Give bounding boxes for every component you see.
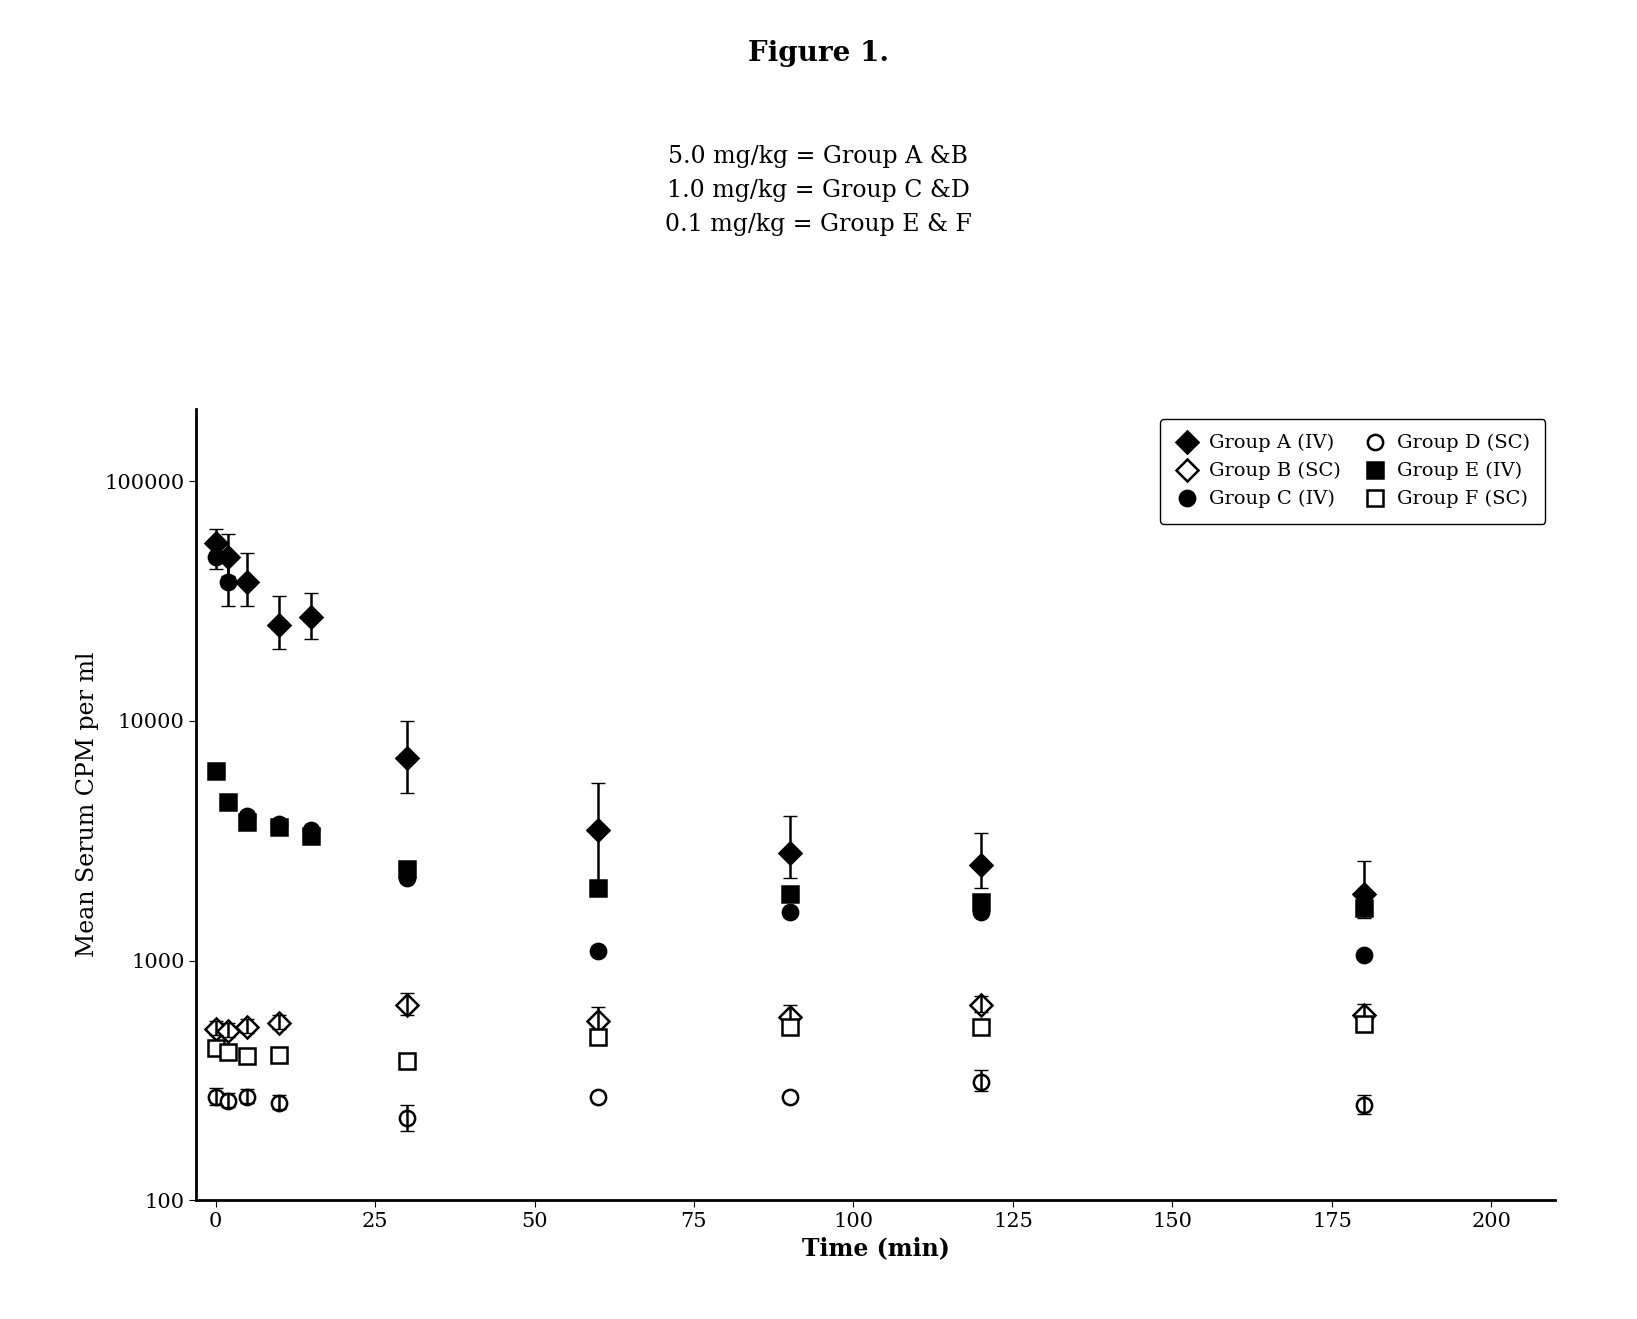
Group B (SC) bbox=[971, 997, 990, 1013]
Group C (IV) bbox=[398, 871, 417, 886]
Group D (SC) bbox=[398, 1111, 417, 1126]
Group B (SC) bbox=[270, 1014, 290, 1030]
Group D (SC) bbox=[218, 1093, 237, 1109]
Group C (IV) bbox=[218, 574, 237, 590]
Group F (SC) bbox=[270, 1047, 290, 1063]
Group E (IV) bbox=[779, 886, 799, 902]
Group B (SC) bbox=[1354, 1008, 1373, 1024]
Line: Group A (IV): Group A (IV) bbox=[208, 536, 1372, 901]
Line: Group F (SC): Group F (SC) bbox=[208, 1016, 1372, 1068]
Line: Group B (SC): Group B (SC) bbox=[208, 997, 1372, 1038]
Group E (IV) bbox=[270, 819, 290, 835]
Group C (IV) bbox=[588, 943, 607, 959]
Group A (IV) bbox=[398, 751, 417, 766]
Group F (SC) bbox=[398, 1054, 417, 1070]
Group B (SC) bbox=[218, 1022, 237, 1038]
Group E (IV) bbox=[1354, 901, 1373, 917]
X-axis label: Time (min): Time (min) bbox=[802, 1237, 949, 1261]
Group E (IV) bbox=[588, 881, 607, 897]
Group E (IV) bbox=[398, 861, 417, 877]
Group D (SC) bbox=[588, 1089, 607, 1105]
Group C (IV) bbox=[779, 904, 799, 919]
Group A (IV) bbox=[1354, 886, 1373, 902]
Group D (SC) bbox=[237, 1089, 257, 1105]
Group A (IV) bbox=[301, 609, 321, 625]
Group F (SC) bbox=[779, 1018, 799, 1034]
Group C (IV) bbox=[206, 550, 226, 566]
Group A (IV) bbox=[270, 617, 290, 633]
Y-axis label: Mean Serum CPM per ml: Mean Serum CPM per ml bbox=[75, 652, 98, 958]
Line: Group C (IV): Group C (IV) bbox=[208, 550, 1372, 963]
Group A (IV) bbox=[779, 845, 799, 861]
Group B (SC) bbox=[398, 997, 417, 1013]
Group D (SC) bbox=[270, 1095, 290, 1111]
Group F (SC) bbox=[1354, 1016, 1373, 1031]
Group C (IV) bbox=[237, 809, 257, 824]
Group A (IV) bbox=[206, 536, 226, 551]
Text: Figure 1.: Figure 1. bbox=[748, 40, 889, 66]
Group E (IV) bbox=[971, 894, 990, 910]
Group B (SC) bbox=[588, 1013, 607, 1029]
Group A (IV) bbox=[588, 822, 607, 838]
Group A (IV) bbox=[218, 550, 237, 566]
Group A (IV) bbox=[971, 857, 990, 873]
Group D (SC) bbox=[779, 1089, 799, 1105]
Legend: Group A (IV), Group B (SC), Group C (IV), Group D (SC), Group E (IV), Group F (S: Group A (IV), Group B (SC), Group C (IV)… bbox=[1161, 418, 1545, 524]
Group E (IV) bbox=[218, 794, 237, 810]
Group F (SC) bbox=[206, 1041, 226, 1057]
Group C (IV) bbox=[301, 822, 321, 838]
Group C (IV) bbox=[1354, 947, 1373, 963]
Group D (SC) bbox=[206, 1089, 226, 1105]
Group B (SC) bbox=[779, 1009, 799, 1025]
Line: Group E (IV): Group E (IV) bbox=[208, 762, 1372, 915]
Group F (SC) bbox=[237, 1049, 257, 1064]
Text: 5.0 mg/kg = Group A &B
1.0 mg/kg = Group C &D
0.1 mg/kg = Group E & F: 5.0 mg/kg = Group A &B 1.0 mg/kg = Group… bbox=[665, 145, 972, 236]
Group D (SC) bbox=[971, 1075, 990, 1091]
Group F (SC) bbox=[588, 1029, 607, 1045]
Group F (SC) bbox=[218, 1045, 237, 1060]
Group F (SC) bbox=[971, 1018, 990, 1034]
Group C (IV) bbox=[971, 904, 990, 919]
Group B (SC) bbox=[206, 1021, 226, 1037]
Group C (IV) bbox=[270, 816, 290, 832]
Group E (IV) bbox=[237, 814, 257, 830]
Group D (SC) bbox=[1354, 1097, 1373, 1113]
Group B (SC) bbox=[237, 1018, 257, 1034]
Line: Group D (SC): Group D (SC) bbox=[208, 1075, 1372, 1126]
Group E (IV) bbox=[206, 762, 226, 778]
Group A (IV) bbox=[237, 574, 257, 590]
Group E (IV) bbox=[301, 828, 321, 844]
